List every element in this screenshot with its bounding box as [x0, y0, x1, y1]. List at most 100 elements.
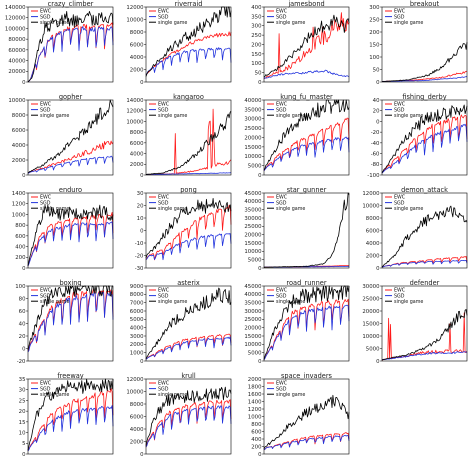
- y-tick-label: 5000: [366, 346, 380, 352]
- y-tick-label: 5000: [248, 351, 262, 357]
- legend-label: SGD: [158, 107, 169, 113]
- y-tick-label: 0: [22, 346, 26, 352]
- legend-label: EWC: [158, 195, 170, 201]
- plot-frame: [27, 6, 114, 83]
- plot-frame: [145, 6, 232, 83]
- legend-label: single game: [158, 20, 187, 26]
- y-tick-label: 2000: [248, 377, 262, 383]
- y-tick-label: 30: [137, 191, 144, 197]
- y-tick-label: 30000: [244, 309, 262, 315]
- panel-title: asterix: [177, 279, 200, 287]
- y-tick-label: 5000: [130, 317, 144, 323]
- y-tick-label: 15000: [244, 145, 262, 151]
- y-tick-label: 250: [251, 33, 262, 39]
- legend-label: SGD: [394, 200, 405, 206]
- legend-label: SGD: [158, 200, 169, 206]
- y-tick-label: 400: [15, 244, 26, 250]
- panel-enduro: enduro 0 200 400 600 800 1000 1200 1400 EWCSGDsin…: [12, 186, 114, 272]
- y-tick-label: 5000: [248, 164, 262, 170]
- y-tick-label: 25000: [244, 126, 262, 132]
- y-tick-label: 2000: [366, 253, 380, 259]
- panel-riverraid: riverraid 0 2000 4000 6000 8000 10000 12000 EWCS…: [126, 0, 232, 86]
- y-tick-label: 0: [258, 80, 262, 86]
- y-tick-label: 8000: [130, 402, 144, 408]
- y-tick-label: 1000: [248, 414, 262, 420]
- panel-title: breakout: [410, 0, 440, 8]
- y-tick-label: 14000: [126, 98, 144, 104]
- legend-label: EWC: [394, 288, 406, 294]
- y-tick-label: 0: [22, 173, 26, 179]
- y-tick-label: 8000: [12, 113, 26, 119]
- y-tick-label: 30000: [244, 216, 262, 222]
- panel-title: krull: [181, 372, 196, 380]
- series-line-single-game: [263, 192, 350, 268]
- y-tick-label: 1000: [12, 212, 26, 218]
- legend-label: EWC: [40, 9, 52, 15]
- legend-label: EWC: [276, 102, 288, 108]
- legend-label: SGD: [158, 14, 169, 20]
- y-tick-label: 60000: [8, 48, 26, 54]
- y-tick-label: 800: [15, 223, 26, 229]
- y-tick-label: 4000: [130, 326, 144, 332]
- legend-label: SGD: [158, 386, 169, 392]
- series-line-sgd: [27, 221, 114, 267]
- series-line-ewc: [145, 108, 232, 175]
- legend-label: single game: [40, 113, 69, 119]
- series-line-single-game: [145, 6, 232, 77]
- y-tick-label: 12000: [126, 109, 144, 115]
- y-tick-label: 20000: [244, 233, 262, 239]
- legend-label: SGD: [40, 200, 51, 206]
- y-tick-label: 50: [373, 67, 380, 73]
- y-tick-label: 120000: [5, 16, 26, 22]
- legend-label: EWC: [276, 195, 288, 201]
- series-line-sgd: [263, 69, 350, 79]
- y-tick-label: 9000: [130, 284, 144, 290]
- y-tick-label: -80: [371, 162, 380, 168]
- panel-krull: krull 0 2000 4000 6000 8000 10000 12000 EWCSGDsi…: [126, 372, 232, 458]
- y-tick-label: 1800: [248, 384, 262, 390]
- y-tick-label: -20: [17, 359, 26, 365]
- panel-fishing-derby: fishing_derby -100 -80 -60 -40 -20 0 20 40 EWCSGD…: [367, 93, 468, 179]
- y-tick-label: 20: [19, 409, 26, 415]
- y-tick-label: 20000: [8, 69, 26, 75]
- y-tick-label: 2000: [130, 67, 144, 73]
- panel-title: space_invaders: [281, 372, 333, 380]
- plot-frame: [381, 285, 468, 362]
- series-line-single-game: [381, 205, 468, 268]
- panel-title: pong: [180, 186, 197, 194]
- legend-label: single game: [158, 392, 187, 398]
- series-line-sgd: [145, 47, 232, 76]
- y-tick-label: 0: [22, 452, 26, 458]
- y-tick-label: 40000: [244, 199, 262, 205]
- y-tick-label: 30000: [244, 117, 262, 123]
- y-tick-label: 4000: [12, 143, 26, 149]
- y-tick-label: 25000: [244, 317, 262, 323]
- legend-label: SGD: [40, 386, 51, 392]
- panel-title: freeway: [57, 372, 83, 380]
- series-line-ewc: [381, 255, 468, 268]
- plot-frame: [27, 99, 114, 176]
- y-tick-label: 25000: [244, 224, 262, 230]
- series-line-sgd: [27, 155, 114, 174]
- y-tick-label: 0: [140, 173, 144, 179]
- y-tick-label: 0: [140, 452, 144, 458]
- y-tick-label: 20000: [244, 326, 262, 332]
- y-tick-label: 0: [140, 80, 144, 86]
- panel-jamesbond: jamesbond 0 50 100 150 200 250 300 350 400 EWCSGDs…: [251, 0, 350, 86]
- legend-label: single game: [276, 299, 305, 305]
- series-line-sgd: [27, 291, 114, 353]
- series-line-sgd: [27, 26, 114, 83]
- series-line-sgd: [27, 405, 114, 452]
- y-tick-label: 40000: [8, 58, 26, 64]
- legend-label: EWC: [276, 288, 288, 294]
- panel-title: boxing: [59, 279, 81, 287]
